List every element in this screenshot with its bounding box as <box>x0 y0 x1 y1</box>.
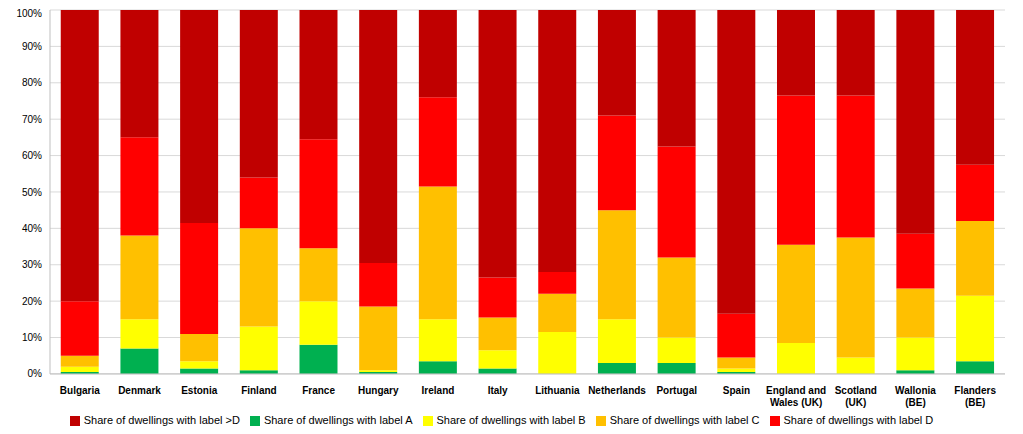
svg-text:England andWales (UK): England andWales (UK) <box>766 385 826 408</box>
svg-text:Denmark: Denmark <box>118 385 161 396</box>
svg-text:Hungary: Hungary <box>358 385 399 396</box>
html-text:Share of dwellings with label: Share of dwellings with label >D <box>83 413 240 426</box>
svg-text:Ireland: Ireland <box>422 385 455 396</box>
svg-text:Finland: Finland <box>241 385 277 396</box>
html-text:Share of dwellings with label: Share of dwellings with label B <box>436 413 586 426</box>
html-text:Share of dwellings with label: Share of dwellings with label A <box>263 413 413 426</box>
svg-text:70%: 70% <box>22 114 42 125</box>
svg-text:20%: 20% <box>22 296 42 307</box>
svg-text:Flanders(BE): Flanders(BE) <box>954 385 996 408</box>
svg-text:100%: 100% <box>16 8 42 19</box>
html-text:Share of dwellings with label: Share of dwellings with label D <box>783 413 934 426</box>
svg-text:Wallonia(BE): Wallonia(BE) <box>895 385 936 408</box>
svg-text:90%: 90% <box>22 41 42 52</box>
svg-text:Italy: Italy <box>488 385 508 396</box>
svg-text:Netherlands: Netherlands <box>588 385 646 396</box>
svg-text:30%: 30% <box>22 259 42 270</box>
svg-text:France: France <box>302 385 335 396</box>
svg-text:10%: 10% <box>22 332 42 343</box>
svg-text:Bulgaria: Bulgaria <box>60 385 100 396</box>
svg-text:Scotland(UK): Scotland(UK) <box>835 385 877 408</box>
svg-text:50%: 50% <box>22 187 42 198</box>
svg-text:Spain: Spain <box>723 385 750 396</box>
svg-text:Estonia: Estonia <box>181 385 218 396</box>
svg-text:80%: 80% <box>22 77 42 88</box>
html-text:Share of dwellings with label: Share of dwellings with label C <box>609 413 760 426</box>
svg-text:Lithuania: Lithuania <box>535 385 580 396</box>
svg-text:0%: 0% <box>28 368 43 379</box>
svg-text:Portugal: Portugal <box>656 385 697 396</box>
svg-text:40%: 40% <box>22 223 42 234</box>
svg-text:60%: 60% <box>22 150 42 161</box>
